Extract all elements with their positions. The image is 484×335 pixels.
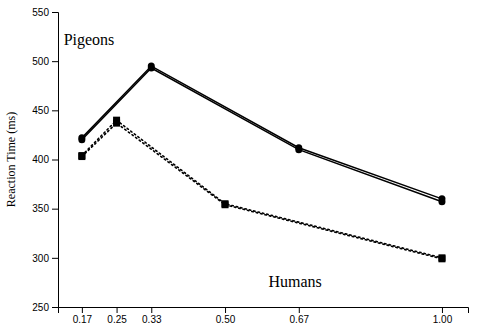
y-axis: 250 300 350 400 450 500 550 (32, 7, 58, 313)
x-tick-mark (442, 307, 443, 313)
annotation: Humans (268, 273, 321, 290)
y-tick-mark (52, 160, 58, 161)
y-tick-label: 500 (32, 56, 49, 67)
marker (148, 65, 155, 72)
annotations: Pigeons Humans (64, 31, 322, 290)
plot: 0.17 0.25 0.33 0.50 0.67 1.00 250 300 350 400 450 5… (32, 7, 468, 325)
marker (78, 152, 85, 159)
series (78, 120, 445, 263)
y-tick-mark (52, 61, 58, 62)
y-tick-label: 300 (32, 253, 49, 264)
series (78, 117, 445, 262)
x-tick: 0.67 (290, 307, 310, 325)
line (82, 66, 442, 199)
x-tick: 0.50 (216, 307, 236, 325)
y-tick: 350 (32, 203, 58, 214)
marker (295, 146, 302, 153)
x-tick-label: 0.50 (216, 314, 236, 325)
line (82, 120, 442, 258)
y-tick: 500 (32, 56, 58, 67)
y-tick: 250 (32, 302, 58, 313)
x-tick: 1.00 (433, 307, 453, 325)
x-axis-line (59, 308, 469, 314)
y-tick-mark (52, 307, 58, 308)
x-tick: 0.17 (73, 307, 93, 325)
x-tick-mark (117, 307, 118, 313)
y-tick-mark (52, 110, 58, 111)
x-tick-label: 0.67 (290, 314, 310, 325)
marker (78, 153, 85, 160)
y-tick: 550 (32, 7, 58, 18)
x-axis: 0.17 0.25 0.33 0.50 0.67 1.00 (59, 307, 469, 325)
chart: 0.17 0.25 0.33 0.50 0.67 1.00 250 300 350 400 450 5… (0, 0, 484, 335)
marker (113, 120, 120, 127)
y-tick: 300 (32, 253, 58, 264)
y-tick-label: 400 (32, 154, 49, 165)
x-tick-label: 0.25 (107, 314, 127, 325)
y-tick: 400 (32, 154, 58, 165)
y-tick-mark (52, 209, 58, 210)
y-axis-line (52, 13, 59, 308)
y-tick-label: 550 (32, 7, 49, 18)
marker (438, 254, 445, 261)
y-tick-label: 250 (32, 302, 49, 313)
x-tick-label: 0.33 (142, 314, 162, 325)
y-tick: 450 (32, 105, 58, 116)
x-tick-mark (225, 307, 226, 313)
marker (438, 198, 445, 205)
series (78, 63, 445, 203)
line (82, 123, 442, 259)
marker (222, 201, 229, 208)
x-tick-mark (151, 307, 152, 313)
y-tick-label: 350 (32, 203, 49, 214)
y-tick-mark (52, 12, 58, 13)
y-axis-title: Reaction Time (ms) (4, 112, 18, 207)
x-tick-mark (82, 307, 83, 313)
marker (222, 200, 229, 207)
y-tick-mark (52, 258, 58, 259)
marker (78, 136, 85, 143)
marker (438, 255, 445, 262)
x-tick-label: 1.00 (433, 314, 453, 325)
y-tick-label: 450 (32, 105, 49, 116)
x-tick-mark (299, 307, 300, 313)
marks (78, 63, 445, 263)
annotation: Pigeons (64, 31, 115, 49)
x-tick: 0.25 (107, 307, 127, 325)
x-tick: 0.33 (142, 307, 162, 325)
x-tick-label: 0.17 (73, 314, 93, 325)
